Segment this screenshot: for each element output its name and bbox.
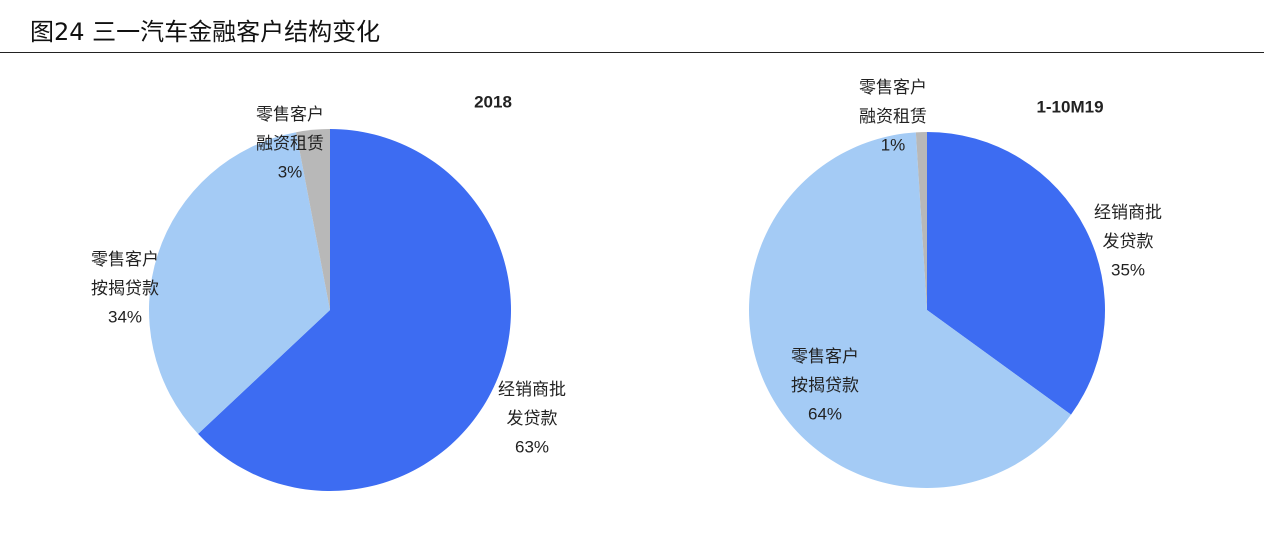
value-label: 34% (108, 307, 142, 326)
slice-label: 零售客户按揭贷款 (791, 347, 859, 396)
value-label: 3% (278, 162, 303, 181)
pie-slice (296, 129, 330, 310)
slice-label: 经销商批发贷款 (1094, 203, 1162, 252)
value-label: 63% (515, 437, 549, 456)
value-label: 35% (1111, 260, 1145, 279)
pie-slice (749, 132, 1072, 488)
pie-slice (198, 129, 511, 491)
pie-slice (915, 132, 927, 310)
pie-slice (149, 132, 330, 434)
slice-label: 经销商批发贷款 (498, 380, 566, 429)
value-label: 1% (881, 135, 906, 154)
value-label: 64% (808, 404, 842, 423)
pie-slice (927, 132, 1105, 415)
slice-label: 零售客户融资租赁 (256, 105, 324, 154)
chart-title: 2018 (474, 92, 512, 111)
slice-label: 零售客户按揭贷款 (91, 250, 159, 299)
chart-title: 1-10M19 (1036, 97, 1103, 116)
figure-title: 图24 三一汽车金融客户结构变化 (30, 18, 381, 46)
slice-label: 零售客户融资租赁 (859, 78, 927, 127)
title-rule (0, 52, 1264, 53)
